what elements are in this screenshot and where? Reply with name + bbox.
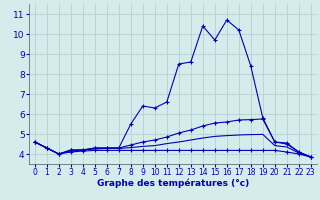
X-axis label: Graphe des températures (°c): Graphe des températures (°c) — [97, 179, 249, 188]
